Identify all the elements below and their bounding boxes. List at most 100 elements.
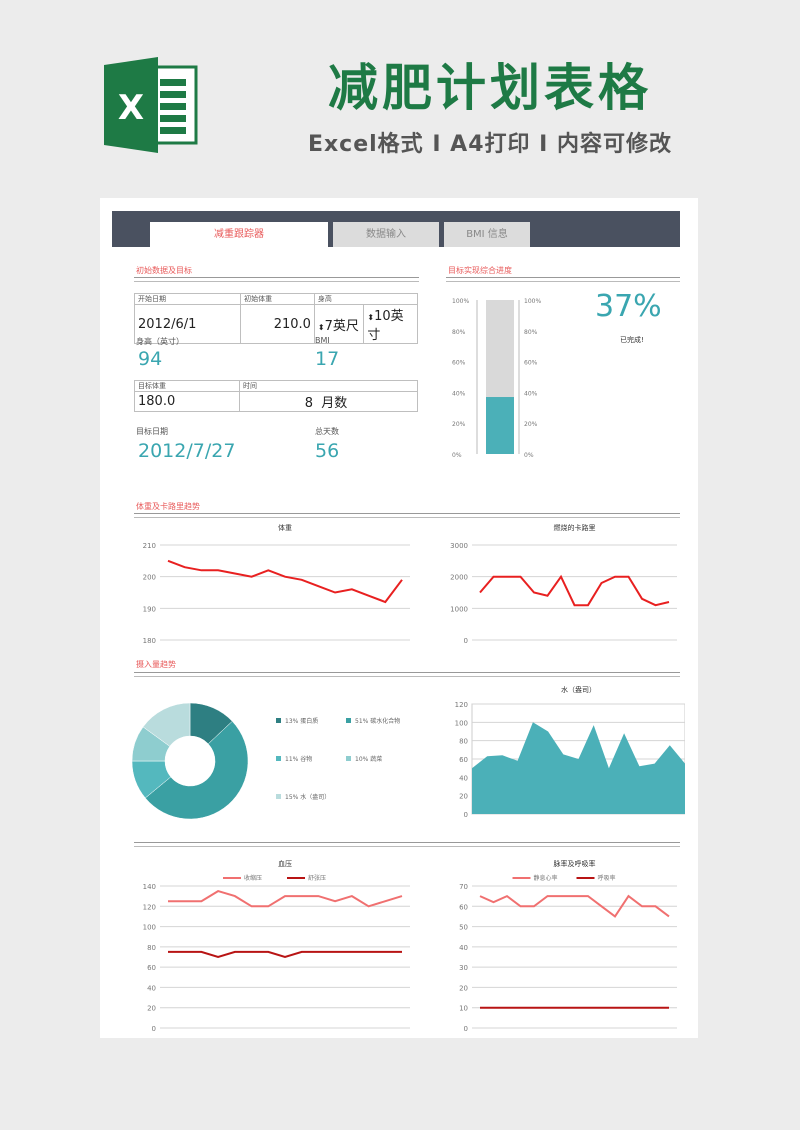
legend-label: 静息心率 (534, 874, 558, 882)
axis-tick-label: 40% (524, 390, 538, 397)
spinner-icon[interactable]: ⬍ (367, 313, 375, 322)
axis-tick-label: 100 (143, 924, 156, 932)
axis-tick-label: 20 (459, 793, 468, 801)
target-weight-field[interactable]: 180.0 (134, 391, 240, 412)
legend-label: 收缩压 (244, 874, 262, 882)
legend-label: 51% 碳水化合物 (355, 717, 400, 725)
excel-logo-icon: X (104, 57, 198, 153)
target-date-value: 2012/7/27 (138, 440, 236, 462)
section-divider (134, 842, 680, 847)
legend-swatch (346, 718, 351, 723)
start-date-field[interactable]: 2012/6/1 (133, 304, 242, 344)
height-inches-label: 身高（英寸） (136, 337, 184, 346)
calories-chart: 燃烧的卡路里 0 1000 2000 3000 (450, 523, 677, 645)
bmi-label: BMI (315, 336, 330, 345)
chart-title: 脉率及呼吸率 (554, 859, 596, 868)
section-initial-label: 初始数据及目标 (136, 266, 192, 275)
axis-tick-label: 210 (143, 542, 156, 550)
axis-tick-label: 60 (459, 903, 468, 911)
axis-tick-label: 40% (452, 390, 466, 397)
legend-label: 15% 水（盎司） (285, 793, 330, 801)
axis-tick-label: 2000 (450, 574, 468, 582)
section-weight-label: 体重及卡路里趋势 (136, 502, 200, 511)
axis-tick-label: 60 (459, 756, 468, 764)
progress-bar-chart: 100% 100% 80% 80% 60% 60% 40% 40% 20% 20% 0% 0% (452, 298, 541, 459)
axis-tick-label: 10 (459, 1005, 468, 1013)
legend-label: 10% 蔬菜 (355, 755, 382, 763)
axis-tick-label: 50 (459, 924, 468, 932)
axis-tick-label: 70 (459, 883, 468, 891)
axis-tick-label: 20 (147, 1005, 156, 1013)
line-series (479, 894, 670, 918)
axis-tick-label: 80% (452, 329, 466, 336)
axis-tick-label: 60% (452, 360, 466, 367)
start-weight-field[interactable]: 210.0 (240, 304, 315, 344)
progress-fill-bar (486, 397, 514, 454)
target-data-table: 目标体重 时间 180.0 8 月数 (134, 380, 418, 412)
line-series (479, 574, 670, 607)
water-chart: 水（盎司） 0 20 40 60 80 100 120 (455, 685, 685, 819)
tab-weight-tracker[interactable]: 减重跟踪器 (150, 222, 328, 247)
height-inches-field[interactable]: ⬍10英寸 (363, 304, 418, 344)
tab-data-input[interactable]: 数据输入 (333, 222, 439, 247)
axis-tick-label: 60% (524, 360, 538, 367)
section-divider (134, 672, 680, 677)
section-divider (134, 513, 680, 518)
axis-tick-label: 40 (147, 984, 156, 992)
progress-percent: 37% (595, 289, 662, 324)
chart-title: 燃烧的卡路里 (554, 523, 596, 532)
sub-title: Excel格式 I A4打印 I 内容可修改 (307, 132, 673, 157)
legend-label: 舒张压 (308, 874, 326, 882)
chart-title: 血压 (278, 859, 292, 868)
legend-swatch (346, 756, 351, 761)
axis-tick-label: 120 (455, 701, 468, 709)
bmi-value: 17 (315, 348, 340, 370)
axis-tick-label: 30 (459, 964, 468, 972)
total-days-label: 总天数 (315, 427, 339, 436)
legend-swatch (276, 756, 281, 761)
axis-tick-label: 0 (152, 1025, 156, 1033)
section-progress-label: 目标实现综合进度 (448, 266, 512, 275)
axis-tick-label: 40 (459, 944, 468, 952)
target-weight-label: 目标体重 (134, 380, 240, 392)
area-series (472, 722, 685, 814)
axis-tick-label: 100% (452, 298, 469, 305)
duration-field[interactable]: 8 月数 (239, 391, 418, 412)
donut-slice (144, 720, 249, 820)
line-series (167, 559, 403, 604)
axis-tick-label: 80 (147, 944, 156, 952)
weight-chart: 体重 180 190 200 210 (143, 523, 410, 645)
main-title: 减肥计划表格 (328, 59, 652, 117)
axis-tick-label: 20 (459, 984, 468, 992)
axis-tick-label: 60 (147, 964, 156, 972)
axis-tick-label: 0% (452, 452, 462, 459)
chart-title: 体重 (278, 523, 292, 532)
legend-swatch (276, 718, 281, 723)
chart-title: 水（盎司） (561, 685, 596, 694)
line-series (168, 950, 402, 959)
spinner-icon[interactable]: ⬍ (317, 322, 325, 332)
height-feet-field[interactable]: ⬍7英尺 (313, 304, 365, 344)
axis-tick-label: 200 (143, 574, 156, 582)
spreadsheet-preview: 减重跟踪器 数据输入 BMI 信息 初始数据及目标 目标实现综合进度 开始日期 … (100, 198, 698, 1038)
tab-bmi-info[interactable]: BMI 信息 (444, 222, 530, 247)
axis-tick-label: 1000 (450, 605, 468, 613)
total-days-value: 56 (315, 440, 340, 462)
axis-tick-label: 140 (143, 883, 156, 891)
axis-tick-label: 180 (143, 637, 156, 645)
section-divider (446, 277, 680, 282)
axis-tick-label: 0% (524, 452, 534, 459)
axis-tick-label: 120 (143, 903, 156, 911)
axis-tick-label: 100% (524, 298, 541, 305)
start-date-label: 开始日期 (133, 293, 242, 305)
donut-slice (142, 702, 191, 747)
axis-tick-label: 0 (464, 1025, 468, 1033)
start-weight-label: 初始体重 (240, 293, 315, 305)
axis-tick-label: 100 (455, 719, 468, 727)
axis-tick-label: 20% (452, 421, 466, 428)
height-label: 身高 (313, 293, 419, 305)
start-data-table: 开始日期 初始体重 身高 2012/6/1 210.0 ⬍7英尺 ⬍10英寸 (133, 293, 419, 344)
intake-donut-chart: 13% 蛋白质 51% 碳水化合物 11% 谷物 10% 蔬菜 15% 水（盎司） (131, 702, 400, 820)
